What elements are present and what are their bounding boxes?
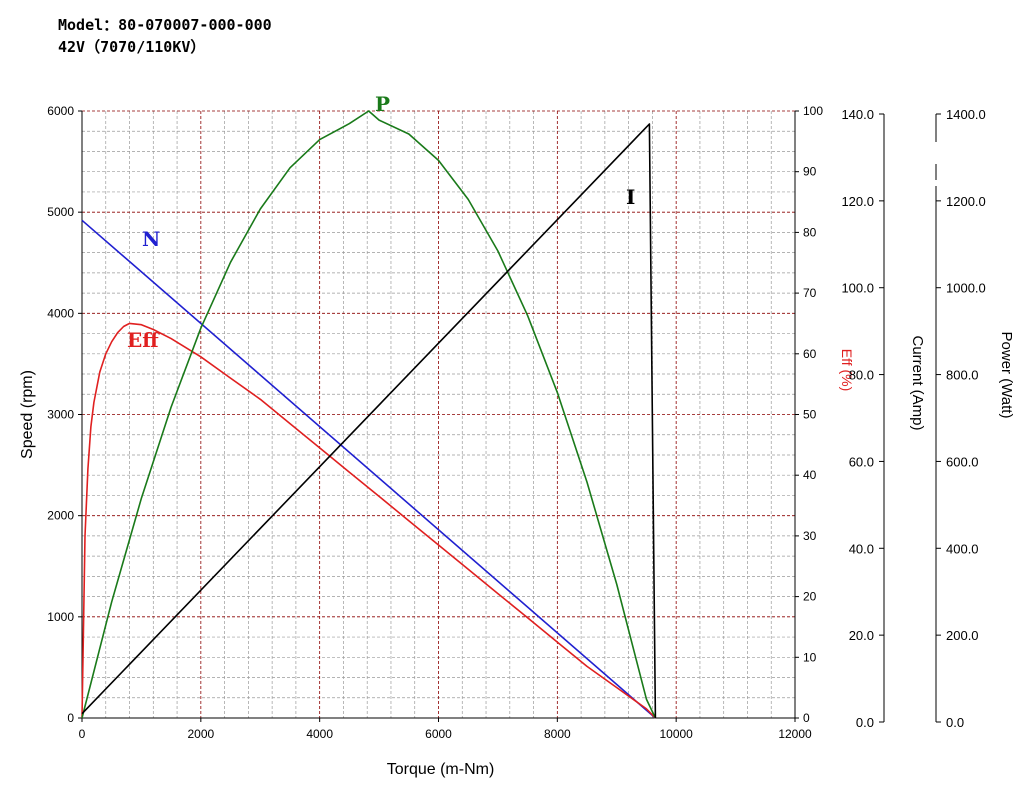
x-axis-title: Torque (m-Nm) <box>387 761 495 778</box>
efficiency-tick-label: 90 <box>803 165 817 179</box>
power-tick-label: 200.0 <box>946 628 979 643</box>
current-tick-label: 120.0 <box>841 194 874 209</box>
efficiency-tick-label: 10 <box>803 650 817 664</box>
current-tick-label: 60.0 <box>849 454 874 469</box>
power-tick-label: 800.0 <box>946 368 979 383</box>
series <box>81 110 657 719</box>
current-tick-label: 80.0 <box>849 368 874 383</box>
grid <box>81 110 796 719</box>
current-tick-label: 140.0 <box>841 107 874 122</box>
speed-tick-label: 5000 <box>47 205 74 219</box>
x-tick-label: 10000 <box>659 727 693 741</box>
speed-tick-label: 3000 <box>47 408 74 422</box>
speed-tick-label: 1000 <box>47 610 74 624</box>
efficiency-tick-label: 70 <box>803 286 817 300</box>
current-series-line <box>81 123 657 719</box>
efficiency-tick-label: 80 <box>803 225 817 239</box>
speed-tick-label: 6000 <box>47 104 74 118</box>
spec-label: 42V（7070/110KV） <box>58 38 206 56</box>
efficiency-tick-label: 60 <box>803 347 817 361</box>
current-tick-label: 40.0 <box>849 541 874 556</box>
speed-axis-title: Speed (rpm) <box>19 370 36 459</box>
efficiency-axis-title: Eff (%) <box>839 349 855 392</box>
efficiency-tick-label: 40 <box>803 468 817 482</box>
speed-series-line <box>81 219 656 719</box>
x-tick-label: 2000 <box>187 727 214 741</box>
efficiency-curve-label: Eff <box>127 328 160 352</box>
x-tick-label: 0 <box>79 727 86 741</box>
efficiency-series-line <box>81 322 656 719</box>
x-tick-label: 4000 <box>306 727 333 741</box>
power-series-line <box>81 110 657 719</box>
current-tick-label: 0.0 <box>856 715 874 730</box>
efficiency-tick-label: 100 <box>803 104 823 118</box>
current-axis-title: Current (Amp) <box>909 335 926 430</box>
speed-tick-label: 0 <box>67 711 74 725</box>
model-label: Model：80-070007-000-000 <box>58 16 272 34</box>
power-tick-label: 1200.0 <box>946 194 986 209</box>
power-tick-label: 1400.0 <box>946 107 986 122</box>
x-tick-label: 6000 <box>425 727 452 741</box>
speed-tick-label: 2000 <box>47 509 74 523</box>
current-tick-label: 20.0 <box>849 628 874 643</box>
current-tick-label: 100.0 <box>841 281 874 296</box>
power-tick-label: 1000.0 <box>946 281 986 296</box>
x-tick-label: 8000 <box>544 727 571 741</box>
efficiency-tick-label: 0 <box>803 711 810 725</box>
efficiency-tick-label: 30 <box>803 529 817 543</box>
labels: N Eff P I <box>127 92 635 352</box>
efficiency-tick-label: 20 <box>803 590 817 604</box>
power-tick-label: 600.0 <box>946 454 979 469</box>
x-tick-label: 12000 <box>778 727 812 741</box>
current-curve-label: I <box>626 185 635 209</box>
power-tick-label: 0.0 <box>946 715 964 730</box>
chart-header: Model：80-070007-000-000 42V（7070/110KV） <box>58 14 272 58</box>
power-curve-label: P <box>375 92 390 116</box>
power-tick-label: 400.0 <box>946 541 979 556</box>
speed-curve-label: N <box>142 227 160 251</box>
power-axis-title: Power (Watt) <box>998 332 1015 419</box>
efficiency-tick-label: 50 <box>803 408 817 422</box>
speed-tick-label: 4000 <box>47 306 74 320</box>
